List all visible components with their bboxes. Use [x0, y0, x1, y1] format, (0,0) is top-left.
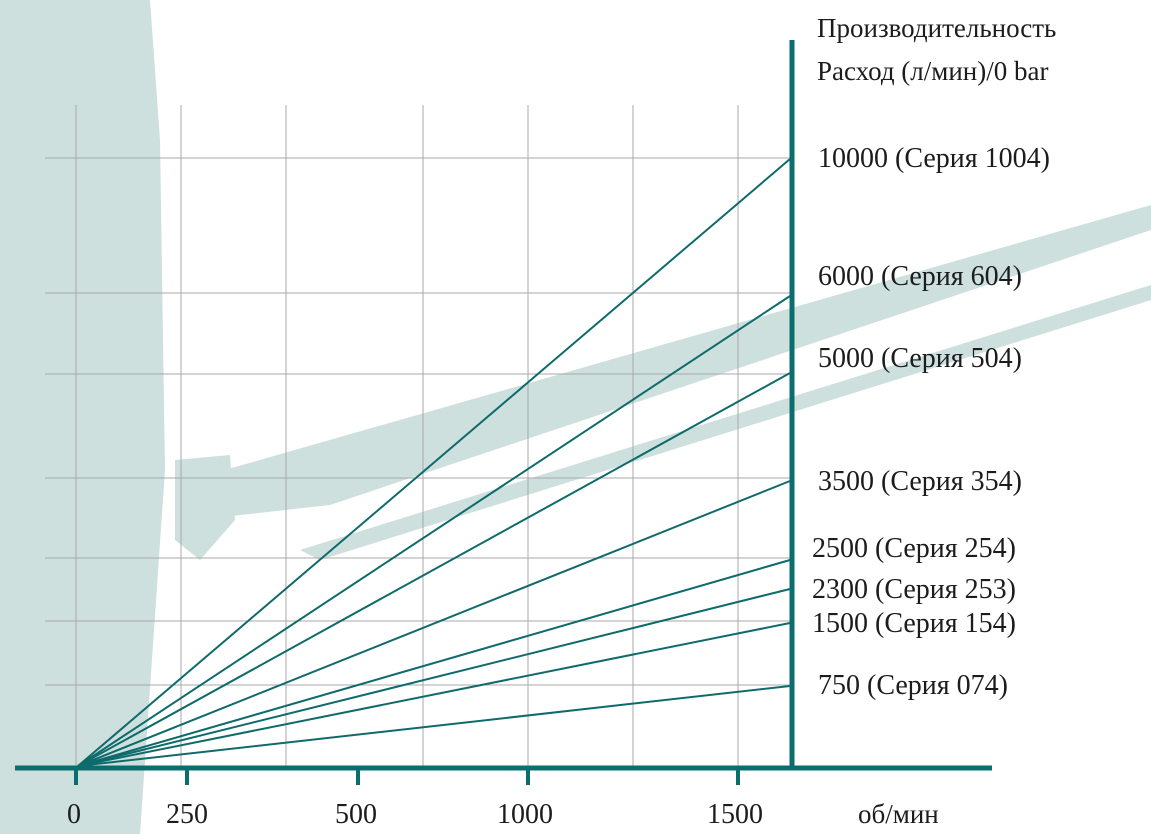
x-tick-label: 500 [335, 799, 377, 830]
series-line-1 [77, 158, 791, 767]
series-label-604: 6000 (Серия 604) [818, 261, 1022, 292]
series-label-1004: 10000 (Серия 1004) [818, 143, 1050, 174]
grid [45, 105, 790, 768]
y-axis-title-line-2: Расход (л/мин)/0 bar [817, 56, 1048, 86]
series-line-3 [77, 372, 791, 767]
series-label-074: 750 (Серия 074) [818, 670, 1008, 701]
series-label-504: 5000 (Серия 504) [818, 343, 1022, 374]
series-line-8 [77, 685, 791, 767]
series-line-5 [77, 559, 791, 767]
series-label-254: 2500 (Серия 254) [812, 533, 1016, 564]
series-label-354: 3500 (Серия 354) [818, 466, 1022, 497]
x-tick-label: 250 [166, 799, 208, 830]
x-tick-label: 1000 [497, 799, 553, 830]
x-axis-title: об/мин [858, 799, 939, 829]
x-tick-label: 1500 [707, 799, 763, 830]
series-line-4 [77, 480, 791, 767]
series-label-154: 1500 (Серия 154) [812, 608, 1016, 639]
series-lines [77, 158, 791, 767]
axes [15, 40, 992, 785]
x-tick-label: 0 [67, 799, 81, 830]
series-label-253: 2300 (Серия 253) [812, 574, 1016, 605]
series-line-2 [77, 295, 791, 767]
series-line-6 [77, 588, 791, 767]
y-axis-title-line-1: Производительность [817, 13, 1056, 43]
series-line-7 [77, 622, 791, 767]
